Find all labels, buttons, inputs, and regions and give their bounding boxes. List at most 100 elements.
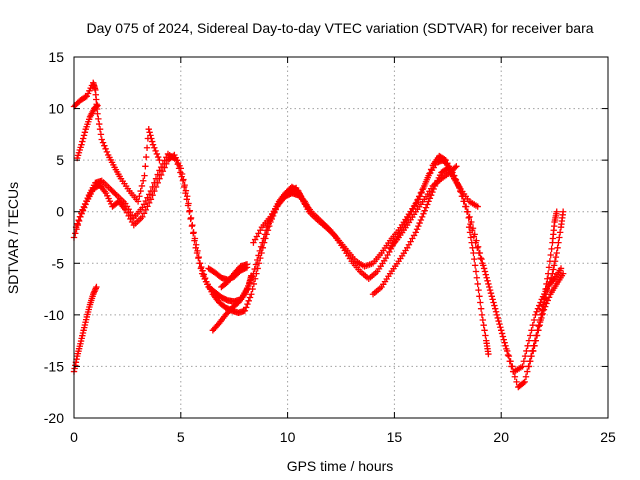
data-point [464, 208, 472, 215]
data-point [196, 260, 203, 267]
data-point [547, 251, 554, 259]
series-mid-arc [74, 102, 101, 162]
y-tick-label: -5 [52, 255, 65, 271]
data-point [466, 213, 473, 221]
data-point [492, 305, 499, 312]
data-point [534, 305, 542, 312]
data-point [145, 126, 152, 133]
data-point [94, 102, 101, 109]
data-point [490, 299, 497, 306]
data-point [246, 294, 254, 301]
data-point [187, 215, 194, 223]
data-point [538, 311, 545, 319]
data-point [140, 177, 147, 184]
data-point [530, 316, 538, 324]
data-point [426, 195, 434, 202]
data-point [251, 265, 258, 273]
data-point [193, 249, 201, 257]
data-point [478, 311, 486, 319]
data-point [416, 219, 423, 227]
data-point [93, 283, 100, 291]
data-point [151, 144, 158, 151]
data-point [429, 188, 436, 196]
data-point [553, 249, 560, 257]
data-point [249, 285, 256, 293]
data-point [424, 174, 431, 181]
data-point [542, 285, 549, 293]
data-point [546, 258, 554, 265]
data-point [469, 244, 476, 252]
data-point [462, 203, 470, 210]
data-point [524, 342, 531, 349]
data-point [469, 225, 477, 232]
data-point [255, 252, 262, 259]
data-point [163, 154, 170, 161]
data-point [81, 129, 89, 136]
data-point [263, 227, 270, 234]
data-point [154, 171, 161, 178]
data-point [415, 222, 422, 230]
data-point [137, 187, 144, 195]
data-point [99, 139, 107, 146]
data-point [466, 229, 474, 236]
data-point [148, 135, 155, 142]
data-point [159, 168, 167, 175]
data-point [259, 239, 266, 246]
data-point [496, 320, 503, 328]
data-point [97, 131, 105, 138]
data-point [479, 316, 487, 324]
series-recovery-b [386, 163, 460, 252]
data-point [413, 226, 421, 233]
data-point [540, 296, 548, 303]
data-point [470, 249, 477, 257]
data-point [541, 291, 548, 298]
data-point [136, 193, 143, 200]
data-point [504, 351, 512, 359]
data-point [489, 296, 496, 303]
x-tick-label: 10 [280, 429, 296, 445]
data-point [532, 311, 539, 319]
data-point [476, 249, 484, 257]
data-point [241, 307, 249, 314]
data-point [147, 196, 155, 203]
data-point [533, 308, 540, 315]
data-point [554, 244, 561, 252]
y-tick-label: -20 [44, 410, 64, 426]
series-main-track-a [70, 151, 567, 391]
data-point [149, 192, 156, 199]
data-point [142, 197, 149, 205]
data-point [485, 350, 492, 358]
data-point [156, 156, 163, 164]
data-point [480, 321, 487, 329]
data-point [175, 165, 183, 172]
series-recovery-a [369, 165, 481, 298]
data-point [527, 358, 534, 365]
data-point [140, 210, 148, 217]
data-point [471, 255, 478, 263]
data-point [243, 261, 251, 268]
data-point [525, 337, 533, 344]
series-evening-b [530, 208, 560, 355]
x-axis-label: GPS time / hours [287, 458, 394, 474]
data-point [264, 223, 271, 231]
data-point [550, 262, 558, 269]
data-point [72, 230, 79, 237]
data-point [134, 198, 142, 205]
data-point [141, 172, 148, 179]
data-point [424, 201, 431, 208]
data-point [465, 214, 472, 222]
ticks-layer [73, 56, 609, 419]
data-point [498, 327, 505, 334]
y-tick-label: -10 [44, 307, 64, 323]
data-point [419, 186, 426, 193]
data-point [511, 373, 519, 380]
data-point [79, 135, 87, 142]
data-point [414, 196, 421, 204]
data-point [112, 190, 119, 198]
data-point [480, 265, 488, 272]
data-point [197, 265, 205, 272]
data-point [80, 132, 88, 139]
series-plateau [250, 189, 313, 246]
data-point [509, 363, 516, 370]
data-point [539, 301, 547, 308]
